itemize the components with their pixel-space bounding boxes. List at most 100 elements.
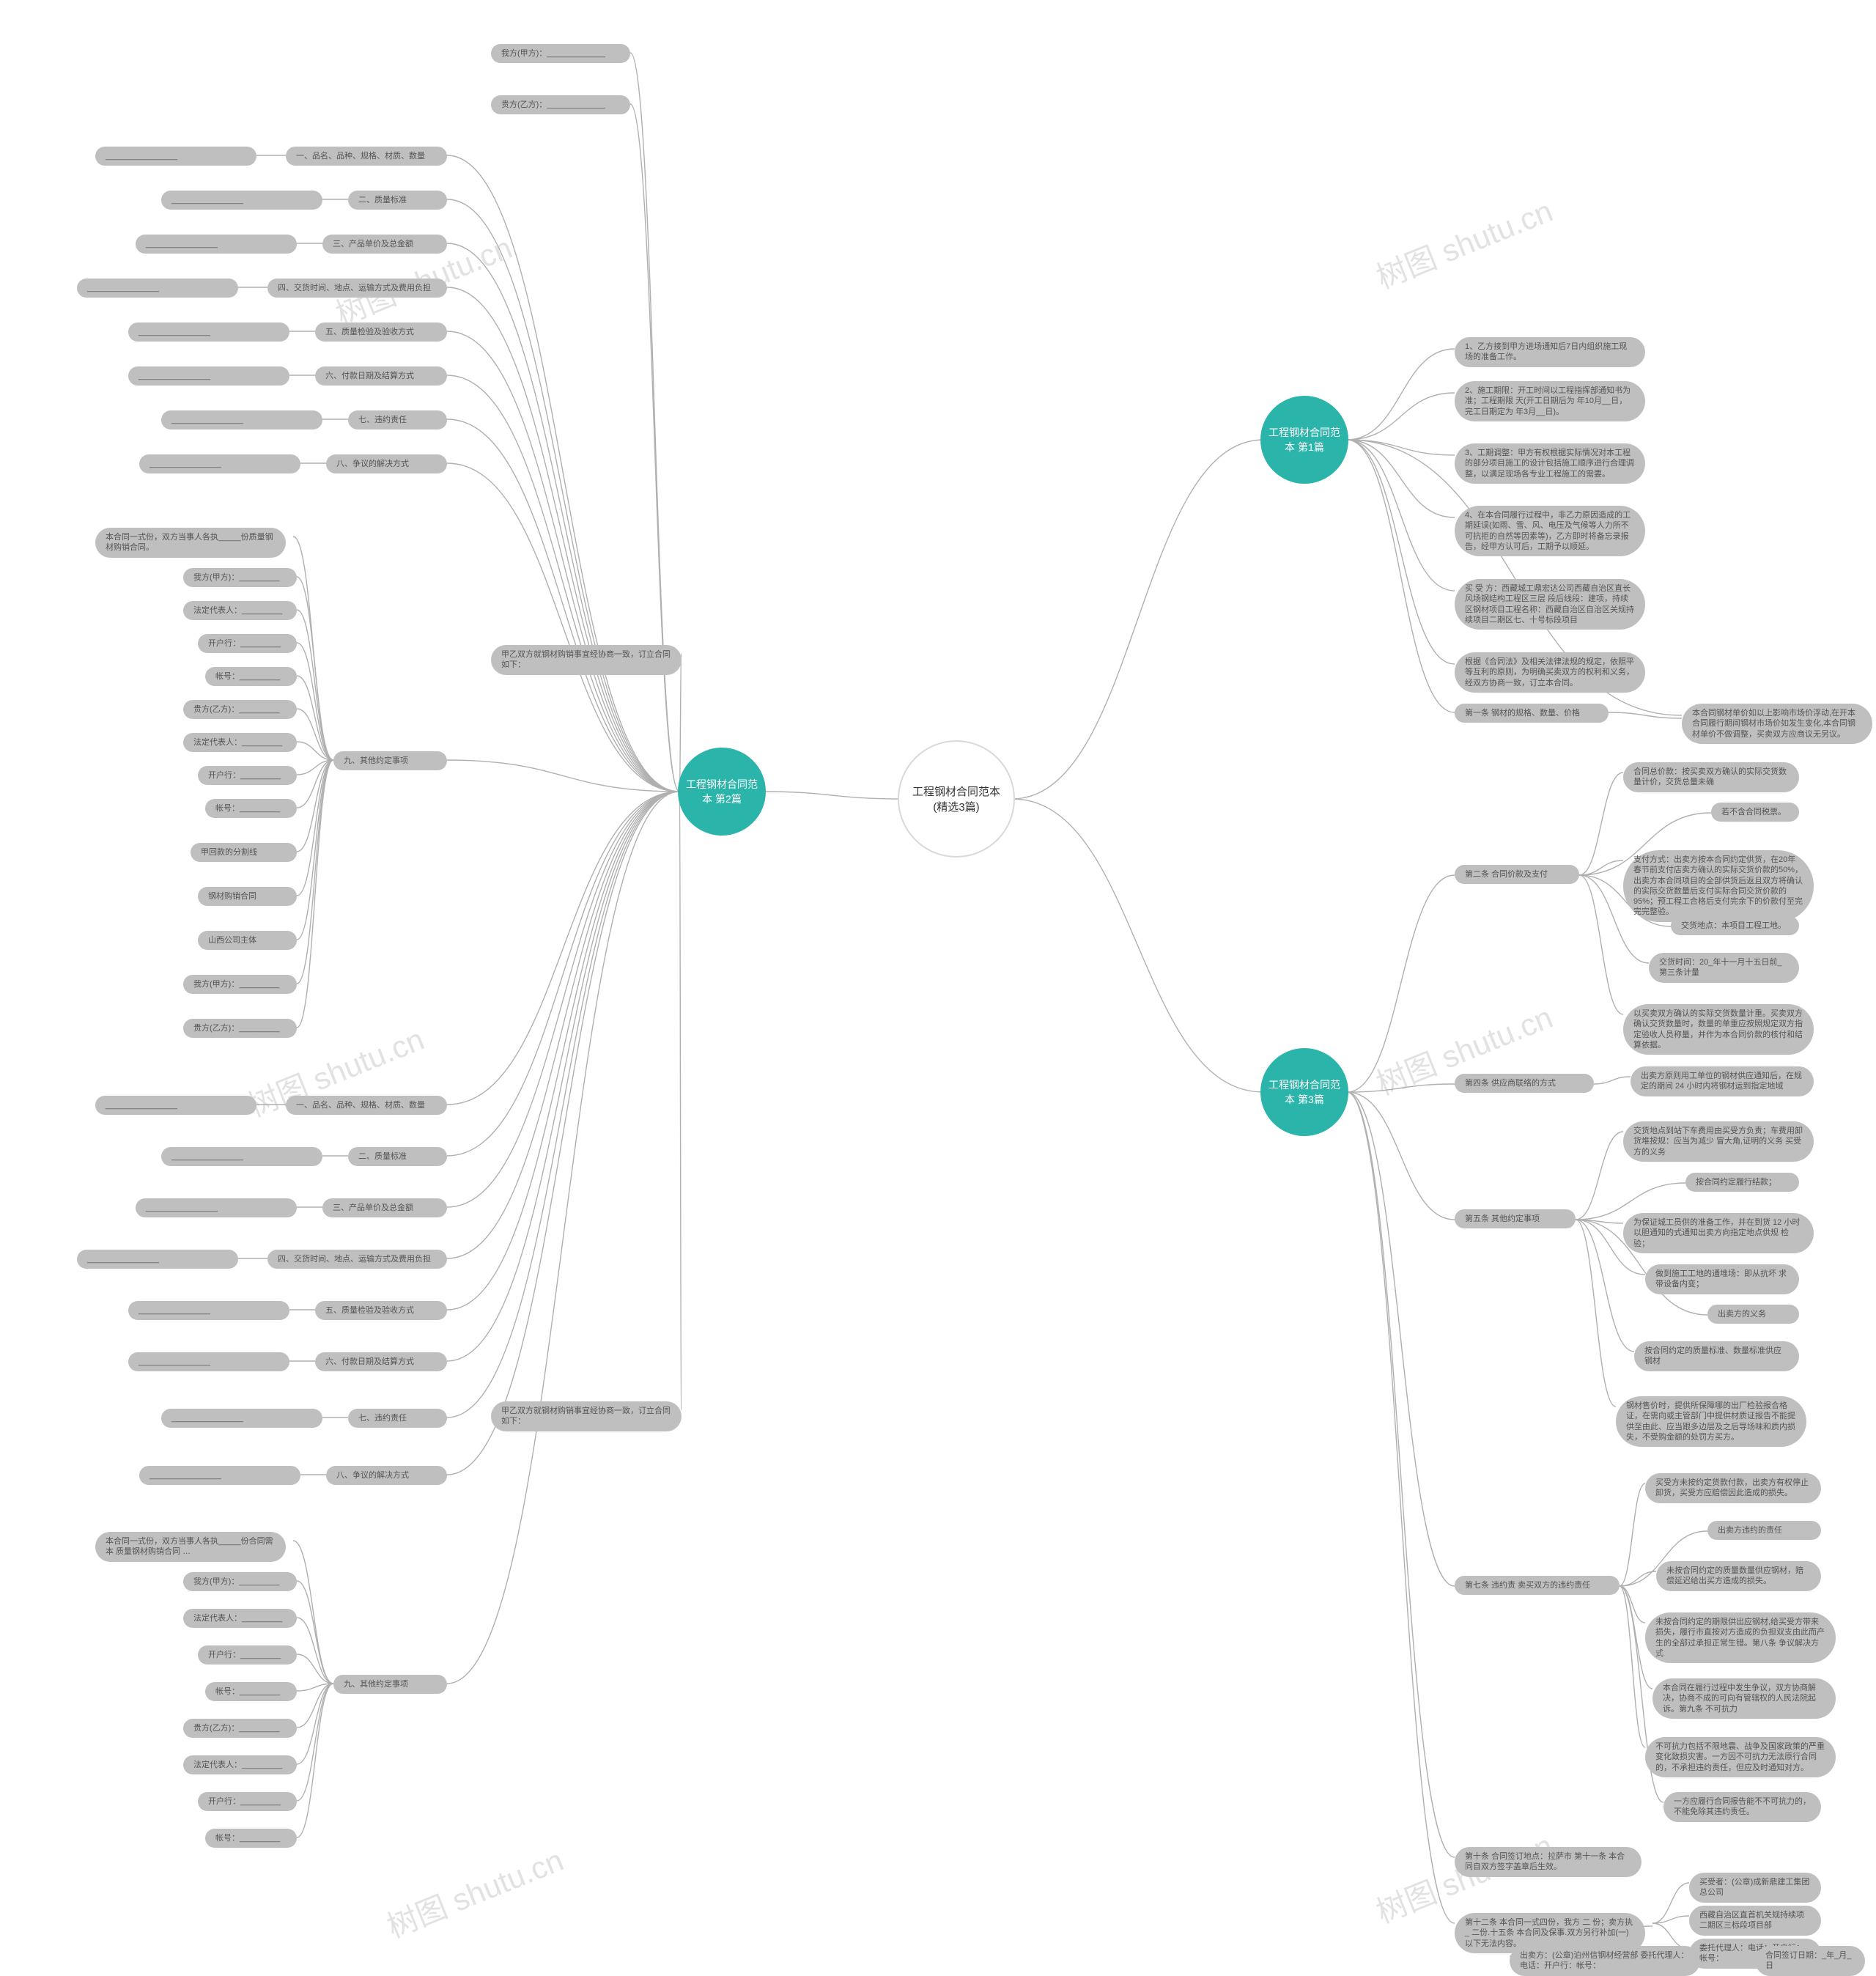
leaf-pill: 贵方(乙方)：_________ [183,700,297,719]
leaf-pill: ________________ [139,1466,300,1485]
leaf-pill: 开户行：_________ [198,766,297,785]
branch-node: 工程钢材合同范本 第2篇 [678,748,766,836]
leaf-pill: 山西公司主体 [198,931,297,950]
b3-leaf: 钢材售价时，提供所保障哪的出厂检验报合格证，在需向或主管部门中提供材质证报告不能… [1616,1396,1806,1447]
section-pill: 九、其他约定事项 [333,751,447,770]
leaf-pill: ________________ [136,235,297,254]
section-pill: 七、违约责任 [348,1409,447,1428]
b1-item: 根据《合同法》及相关法律法规的规定，依照平等互利的原则，为明确买卖双方的权利和义… [1455,652,1645,693]
leaf-pill: 法定代表人：_________ [183,733,297,752]
b3-section: 第十条 合同签订地点：拉萨市 第十一条 本合同自双方签字盖章后生效。 [1455,1847,1642,1877]
b3-leaf: 做到施工工地的通堆场：即从抗坏 求带设备内变； [1645,1264,1799,1294]
section-pill: 二、质量标准 [348,191,447,210]
b3-leaf: 不可抗力包括不限地震、战争及国家政策的严重变化致损灾害。一方因不可抗力无法原行合… [1645,1737,1836,1777]
b2-top-pill: 贵方(乙方)：_____________ [491,95,630,114]
leaf-pill: 帐号：_________ [205,1829,297,1848]
b1-item: 1、乙方接到甲方进场通知后7日内组织施工现场的准备工作。 [1455,337,1645,367]
leaf-pill: 法定代表人：_________ [183,1609,297,1628]
leaf-pill: ________________ [77,279,238,298]
b3-leaf: 西藏自治区直首机关规持续项二期区三标段项目部 [1689,1906,1821,1936]
section-pill: 五、质量检验及验收方式 [315,1301,447,1320]
branch-node: 工程钢材合同范本 第1篇 [1260,396,1348,484]
b3-section: 第二条 合同价款及支付 [1455,865,1579,884]
b2-top-pill: 甲乙双方就钢材购销事宜经协商一致，订立合同如下： [491,645,682,675]
leaf-pill: ________________ [95,1096,256,1115]
section-pill: 三、产品单价及总金额 [322,235,447,254]
b1-item: 买 受 方：西藏城工鼎宏达公司西藏自治区直长风场钢结构工程区三层 段后线段：建项… [1455,579,1645,630]
leaf-pill: ________________ [161,191,322,210]
b3-leaf: 交货时间：20_年十一月十五日前_第三条计量 [1649,953,1799,983]
leaf-pill: 帐号：_________ [205,667,297,686]
b3-leaf: 按合同约定的质量标准、数量标准供应钢材 [1634,1341,1799,1371]
b1-item: 4、在本合同履行过程中，非乙力原因造成的工期延误(如雨、雪、风、电压及气候等人力… [1455,506,1645,556]
b3-leaf: 未按合同约定的质量数量供应钢材，赔偿延迟给出买方造成的损失。 [1656,1561,1821,1591]
leaf-pill: 法定代表人：_________ [183,1755,297,1774]
leaf-pill: 我方(甲方)：_________ [183,1572,297,1591]
b3-leaf: 以买卖双方确认的实际交货数量计重。买卖双方确认交货数量时，数量的单重应按照规定双… [1623,1004,1814,1055]
b3-leaf: 本合同在履行过程中发生争议，双方协商解决，协商不成的可向有管辖权的人民法院起诉。… [1652,1678,1836,1719]
section-pill: 一、品名、品种、规格、材质、数量 [286,147,447,166]
leaf-pill: 贵方(乙方)：_________ [183,1019,297,1038]
b3-leaf: 交货地点：本项目工程工地。 [1671,916,1799,935]
leaf-pill: ________________ [95,147,256,166]
leaf-pill: ________________ [77,1250,238,1269]
b3-section: 第四条 供应商联络的方式 [1455,1074,1594,1093]
b3-section: 第七条 违约责 卖买双方的违约责任 [1455,1576,1620,1595]
b3-leaf: 按合同约定履行结款； [1685,1173,1799,1192]
leaf-pill: 帐号：_________ [205,1682,297,1701]
b3-leaf: 出卖方的义务 [1707,1305,1799,1324]
leaf-pill: ________________ [128,1352,289,1371]
leaf-pill: ________________ [139,454,300,473]
leaf-pill: 我方(甲方)：_________ [183,568,297,587]
watermark: 树图 shutu.cn [380,1836,569,1947]
leaf-pill: 法定代表人：_________ [183,601,297,620]
b1-sub: 第一条 钢材的规格、数量、价格 [1455,704,1609,723]
leaf-pill: 本合同一式份，双方当事人各执_____份合同需本 质量钢材购销合同 … [95,1532,286,1562]
leaf-pill: ________________ [136,1198,297,1217]
section-pill: 六、付款日期及结算方式 [315,366,447,386]
section-pill: 一、品名、品种、规格、材质、数量 [286,1096,447,1115]
section-pill: 九、其他约定事项 [333,1675,447,1694]
leaf-pill: 开户行：_________ [198,1792,297,1811]
b1-item: 3、工期调整：甲方有权根据实际情况对本工程的部分项目施工的设计包括施工顺序进行合… [1455,443,1645,484]
b3-leaf: 买受方未按约定货款付款，出卖方有权停止卸货，买受方应赔偿因此造成的损失。 [1645,1473,1821,1503]
root-node: 工程钢材合同范本(精选3篇) [898,740,1015,858]
section-pill: 二、质量标准 [348,1147,447,1166]
leaf-pill: 帐号：_________ [205,799,297,818]
b3-leaf: 交货地点到站下车费用由买受方负责；车费用卸货堆按规：应当为减少 冒大角,证明的义… [1623,1121,1814,1162]
leaf-pill: ________________ [128,366,289,386]
section-pill: 四、交货时间、地点、运输方式及费用负担 [267,1250,447,1269]
section-pill: 七、违约责任 [348,410,447,430]
leaf-pill: ________________ [161,410,322,430]
leaf-pill: 开户行：_________ [198,634,297,653]
leaf-pill: ________________ [128,1301,289,1320]
b3-leaf: 支付方式：出卖方按本合同约定供货，在20年春节前支付店卖方确认的实际交货价款的5… [1623,850,1814,922]
leaf-pill: ________________ [161,1409,322,1428]
b3-tail-date: 合同签订日期：_年_月_日 [1755,1946,1865,1976]
leaf-pill: 我方(甲方)：_________ [183,975,297,994]
section-pill: 五、质量检验及验收方式 [315,322,447,342]
leaf-pill: ________________ [128,322,289,342]
b3-leaf: 买受者：(公章)成新鼎建工集团总公司 [1689,1873,1821,1903]
section-pill: 甲乙双方就钢材购销事宜经协商一致，订立合同如下： [491,1401,682,1431]
b3-tail: 出卖方：(公章)泊州信钢材经营部 委托代理人：电话：开户行：帐号： [1510,1946,1700,1976]
b3-section: 第五条 其他约定事项 [1455,1209,1576,1228]
leaf-pill: 本合同一式份，双方当事人各执_____份质量钢材购销合同。 [95,528,286,558]
leaf-pill: 开户行：_________ [198,1645,297,1665]
watermark: 树图 shutu.cn [1369,187,1559,298]
section-pill: 八、争议的解决方式 [326,1466,447,1485]
section-pill: 四、交货时间、地点、运输方式及费用负担 [267,279,447,298]
b3-leaf: 出卖方违约的责任 [1707,1521,1821,1540]
section-pill: 八、争议的解决方式 [326,454,447,473]
root-label: 工程钢材合同范本(精选3篇) [906,784,1006,814]
leaf-pill: 贵方(乙方)：_________ [183,1719,297,1738]
leaf-pill: 钢材购销合同 [198,887,297,906]
b1-item: 2、施工期限：开工时间以工程指挥部通知书为准；工程期限 天(开工日期后为 年10… [1455,381,1645,421]
b2-top-pill: 我方(甲方)：_____________ [491,44,630,63]
b3-leaf: 未按合同约定的期限供出应钢材,给买受方带来损失，履行市直按对方造成的负担双支由此… [1645,1612,1836,1663]
branch-node: 工程钢材合同范本 第3篇 [1260,1048,1348,1136]
b3-leaf: 为保证城工员供的准备工作，并在到货 12 小时以胆通知的式通知出卖方向指定地点供… [1623,1213,1814,1253]
b3-leaf: 若不含合同税票。 [1711,803,1799,822]
b3-leaf: 一方应履行合同报告能不不可抗力的，不能免除其违约责任。 [1663,1792,1821,1822]
b3-leaf: 出卖方原则用工单位的钢材供应通知后，在规定的期间 24 小时内将钢材运到指定地域 [1631,1066,1814,1096]
